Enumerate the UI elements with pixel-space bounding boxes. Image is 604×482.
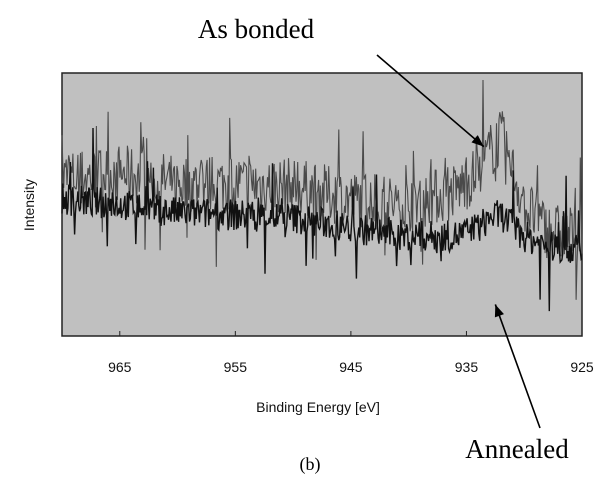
- y-axis-label: Intensity: [21, 179, 37, 231]
- annotation-text: As bonded: [198, 14, 315, 44]
- series-layer: [61, 79, 583, 312]
- series-line-1: [61, 79, 583, 300]
- panel-label: (b): [300, 454, 321, 475]
- x-axis-label: Binding Energy [eV]: [256, 399, 380, 415]
- annotation-text: Annealed: [465, 434, 569, 464]
- x-tick-label: 965: [108, 359, 132, 375]
- annotation-arrow: [494, 304, 541, 429]
- annotation-layer: As bonded Annealed: [198, 14, 569, 464]
- x-tick-label: 955: [224, 359, 248, 375]
- annotation-arrow: [376, 54, 485, 148]
- arrowhead-icon: [471, 135, 484, 147]
- x-tick-label: 945: [339, 359, 363, 375]
- x-tick-label: 935: [455, 359, 479, 375]
- x-axis-ticks: 965 955 945 935 925: [108, 331, 594, 375]
- series-line-2: [61, 127, 583, 312]
- arrowhead-icon: [494, 304, 504, 318]
- x-tick-label: 925: [570, 359, 594, 375]
